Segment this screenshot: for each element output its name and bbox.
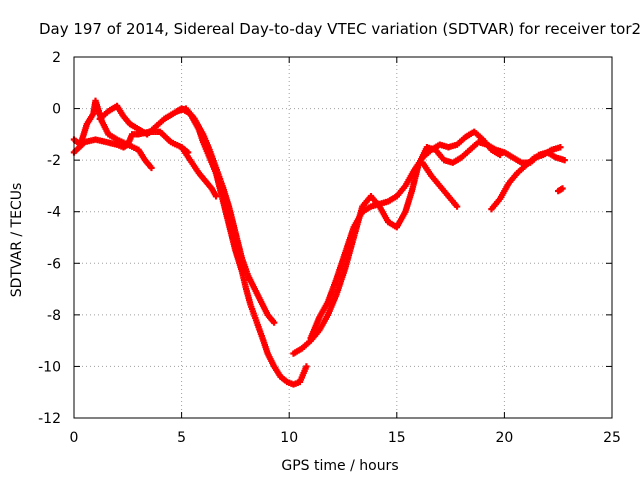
y-tick-label: -8 bbox=[47, 308, 61, 324]
y-tick-label: -4 bbox=[47, 205, 61, 221]
series-track-i bbox=[419, 159, 461, 210]
x-tick-label: 20 bbox=[495, 430, 513, 446]
x-tick-label: 10 bbox=[280, 430, 298, 446]
y-tick-label: 0 bbox=[52, 102, 61, 118]
data-point bbox=[212, 193, 220, 200]
y-axis-label: SDTVAR / TECUs bbox=[9, 183, 25, 298]
data-point bbox=[148, 164, 155, 172]
data-point bbox=[496, 151, 504, 159]
x-tick-label: 0 bbox=[70, 430, 79, 446]
y-tick-label: -2 bbox=[47, 153, 61, 169]
data-point bbox=[561, 156, 568, 164]
data-point bbox=[270, 319, 278, 326]
data-point bbox=[557, 144, 564, 151]
data-point bbox=[221, 195, 228, 203]
x-tick-label: 25 bbox=[603, 430, 621, 446]
series-track-f bbox=[189, 113, 228, 203]
data-point bbox=[453, 203, 461, 210]
plot-frame bbox=[73, 56, 613, 419]
data-point bbox=[559, 185, 566, 192]
x-tick-label: 15 bbox=[388, 430, 406, 446]
series-track-j bbox=[488, 144, 564, 213]
series-track-e bbox=[178, 144, 220, 200]
x-tick-label: 5 bbox=[177, 430, 186, 446]
y-tick-label: -10 bbox=[38, 359, 61, 375]
x-axis-label: GPS time / hours bbox=[281, 458, 398, 474]
y-tick-label: 2 bbox=[52, 50, 61, 66]
series-track-h bbox=[307, 128, 504, 342]
series-track-k bbox=[555, 185, 566, 195]
y-tick-label: -12 bbox=[38, 411, 61, 427]
y-tick-label: -6 bbox=[47, 256, 61, 272]
chart-title: Day 197 of 2014, Sidereal Day-to-day VTE… bbox=[39, 20, 640, 38]
data-point bbox=[303, 363, 310, 370]
data-points-layer bbox=[70, 97, 568, 388]
ticks-layer: 0 5 10 15 20 25 -12 -10 -8 -6 -4 -2 0 2 bbox=[38, 50, 621, 446]
